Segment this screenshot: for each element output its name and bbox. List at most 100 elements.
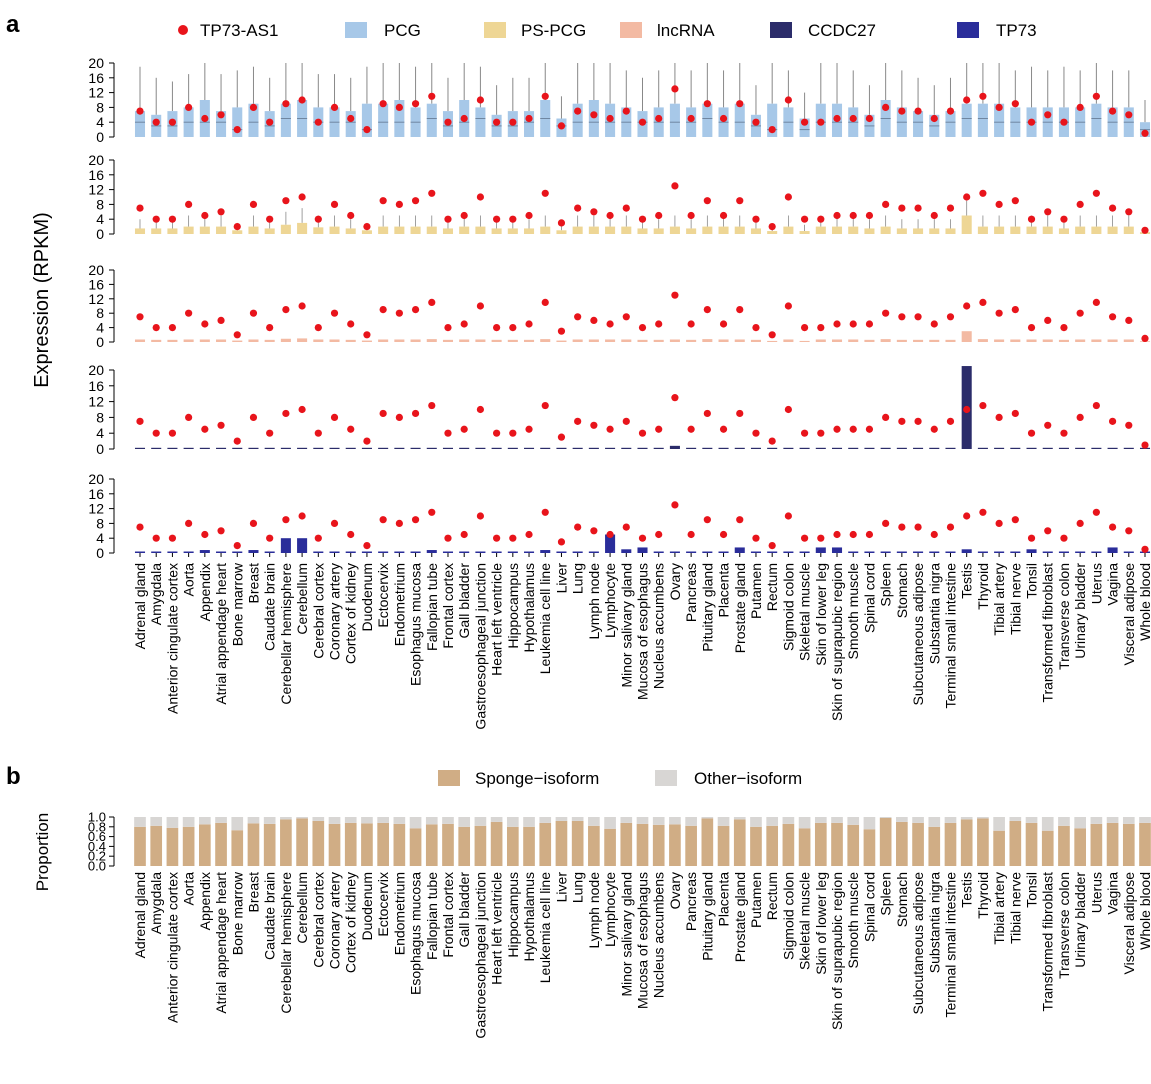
tp73as1-point (606, 530, 614, 539)
tp73as1-point (217, 421, 225, 429)
tp73-bar (783, 551, 794, 553)
x-tick-label-b: Thyroid (975, 872, 991, 919)
lncrna-box (1091, 339, 1102, 342)
x-tick-label-b: Stomach (894, 872, 910, 927)
tp73as1-point (363, 126, 371, 134)
ccdc27-bar (345, 447, 356, 449)
tp73as1-point (1108, 523, 1117, 531)
tp73as1-point (703, 100, 711, 108)
other-bar (442, 817, 454, 824)
pspcg-box (750, 228, 761, 234)
pcg-box (394, 100, 405, 137)
tp73as1-point (590, 111, 598, 119)
x-tick-label-b: Hippocampus (505, 872, 521, 958)
tp73as1-point (1108, 107, 1117, 115)
tp73as1-point (800, 534, 809, 542)
ccdc27-bar (426, 447, 437, 449)
other-bar (750, 817, 762, 827)
y-tick-label: 12 (88, 85, 104, 101)
ccdc27-bar (199, 447, 210, 449)
tp73as1-point (833, 320, 841, 328)
x-tick-label: Endometrium (391, 563, 407, 646)
x-tick-label: Thyroid (975, 563, 991, 610)
tp73as1-point (865, 114, 874, 123)
x-tick-label: Spleen (878, 563, 894, 607)
other-bar (814, 817, 827, 823)
panel-a-letter: a (6, 11, 20, 38)
tp73as1-point (525, 211, 533, 220)
x-tick-label: Urinary bladder (1072, 563, 1088, 659)
x-tick-label: Ovary (667, 563, 683, 600)
x-tick-label: Duodenum (359, 563, 375, 632)
tp73as1-point (1141, 441, 1149, 449)
tp73as1-point (914, 417, 922, 425)
tp73-bar (232, 551, 243, 553)
tp73as1-point (168, 324, 177, 332)
tp73as1-point (249, 519, 258, 528)
ccdc27-bar (1026, 447, 1037, 449)
y-tick-label: 12 (88, 501, 104, 517)
x-tick-label-b: Whole blood (1137, 872, 1151, 950)
y-tick-label-b: 0.2 (88, 849, 106, 864)
tp73as1-point (849, 211, 857, 220)
sponge-bar (831, 822, 843, 866)
ccdc27-bar (540, 447, 551, 449)
tp73as1-point (1027, 534, 1036, 542)
legend-lncrna-label: lncRNA (657, 21, 715, 40)
x-tick-label: Lymph node (586, 563, 602, 640)
pspcg-box (524, 228, 535, 234)
tp73as1-point (768, 542, 776, 550)
lncrna-box (718, 339, 729, 342)
other-bar (831, 817, 843, 823)
sponge-bar (620, 822, 633, 866)
other-bar (247, 817, 260, 824)
tp73as1-point (282, 306, 290, 314)
x-tick-label-b: Testis (959, 872, 975, 908)
x-tick-label: Liver (553, 563, 569, 594)
pcg-box (588, 100, 599, 137)
tp73as1-point (606, 211, 614, 220)
ccdc27-bar (410, 447, 421, 449)
tp73-bar (361, 551, 372, 553)
tp73-bar (410, 551, 421, 553)
pspcg-box (459, 226, 470, 234)
pcg-box (945, 111, 956, 137)
other-bar (1041, 817, 1054, 831)
tp73-bar (1010, 551, 1021, 553)
tp73as1-point (330, 200, 339, 208)
lncrna-box (848, 339, 859, 342)
other-bar (539, 817, 552, 823)
lncrna-box (669, 339, 680, 342)
tp73as1-point (509, 324, 517, 332)
pspcg-box (621, 226, 632, 234)
pcg-box (232, 107, 243, 137)
tp73-bar (280, 538, 291, 553)
tp73as1-point (1060, 324, 1068, 332)
tp73-bar (183, 551, 194, 553)
tp73as1-point (849, 320, 857, 328)
tp73as1-point (719, 320, 728, 328)
ccdc27-bar (945, 447, 956, 449)
ccdc27-bar (167, 447, 178, 449)
x-tick-label-b: Visceral adipose (1121, 872, 1137, 975)
tp73-bar (750, 551, 761, 553)
x-tick-label: Spinal cord (861, 563, 877, 633)
tp73as1-point (833, 211, 841, 220)
ccdc27-bar (572, 447, 583, 449)
tp73-bar (475, 551, 486, 553)
tp73as1-point (963, 512, 971, 520)
tp73as1-point (1060, 118, 1068, 126)
pspcg-box (329, 226, 340, 234)
ccdc27-bar (1058, 447, 1069, 449)
sponge-bar (296, 818, 308, 866)
y-tick-label: 0 (96, 129, 104, 145)
ccdc27-bar (475, 447, 486, 449)
tp73as1-point (687, 425, 695, 433)
tp73as1-point (1076, 103, 1084, 111)
pspcg-box (426, 226, 437, 234)
panel-b-bars: 0.00.20.40.60.81.0 (88, 810, 1151, 874)
tp73as1-point (557, 122, 566, 130)
x-tick-label-b: Appendix (197, 872, 213, 930)
